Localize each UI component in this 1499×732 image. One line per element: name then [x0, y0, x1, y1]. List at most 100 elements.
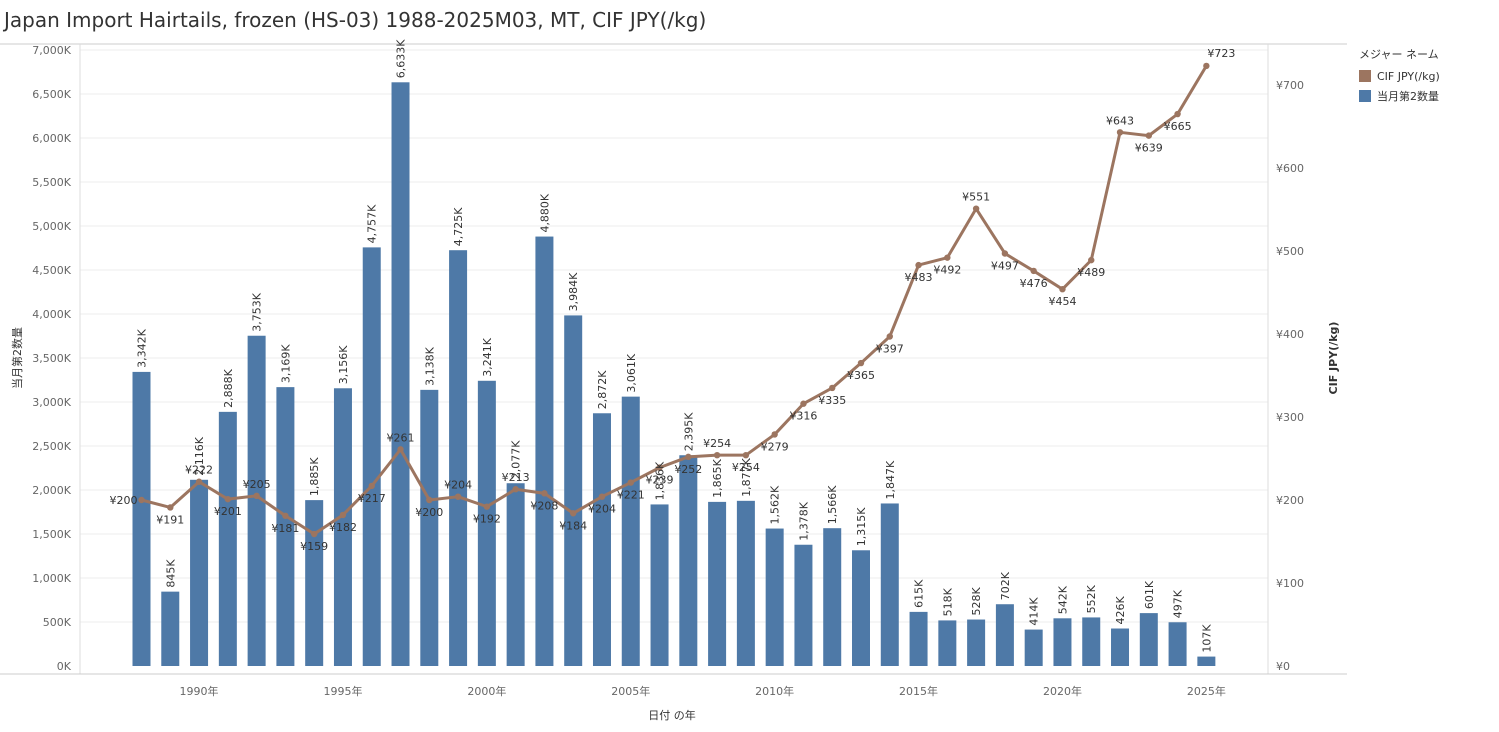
price-value-label: ¥213	[502, 471, 530, 484]
price-value-label: ¥252	[674, 463, 702, 476]
bar-value-label: 3,169K	[279, 344, 292, 383]
bar-labels: 3,342K 845K 2,116K 2,888K 3,753K 3,169K 1,885K…	[136, 39, 1214, 653]
right-tick-label: ¥600	[1276, 162, 1304, 175]
bar[interactable]	[449, 250, 468, 666]
price-point[interactable]	[627, 479, 634, 486]
price-point[interactable]	[915, 261, 922, 269]
price-point[interactable]	[253, 492, 260, 500]
price-point[interactable]	[541, 490, 548, 497]
bar[interactable]	[938, 620, 957, 666]
price-point[interactable]	[224, 495, 232, 503]
legend-item-quantity[interactable]: 当月第2数量	[1359, 86, 1440, 106]
bar-value-label: 1,836K	[654, 461, 667, 500]
price-value-label: ¥261	[387, 431, 415, 444]
price-point[interactable]	[771, 431, 778, 438]
price-point[interactable]	[1001, 250, 1009, 257]
price-point[interactable]	[1174, 110, 1181, 118]
bar[interactable]	[190, 479, 209, 666]
price-point[interactable]	[195, 478, 203, 485]
price-point[interactable]	[1145, 132, 1153, 139]
bar-value-label: 426K	[1114, 596, 1127, 625]
bar[interactable]	[679, 455, 698, 666]
price-point[interactable]	[972, 205, 980, 212]
price-point[interactable]	[138, 496, 145, 504]
price-point[interactable]	[167, 504, 174, 511]
bar[interactable]	[391, 82, 410, 666]
bar-value-label: 1,847K	[884, 460, 897, 499]
bar[interactable]	[506, 483, 525, 666]
bar[interactable]	[1197, 656, 1216, 666]
legend-item-cif[interactable]: CIF JPY(/kg)	[1359, 66, 1440, 86]
bar-value-label: 414K	[1028, 597, 1041, 626]
bar[interactable]	[708, 501, 727, 666]
legend-swatch-cif	[1359, 70, 1371, 82]
price-point[interactable]	[685, 453, 692, 461]
bar[interactable]	[1053, 618, 1072, 666]
bar[interactable]	[247, 335, 266, 666]
bar[interactable]	[823, 528, 842, 666]
bar[interactable]	[621, 396, 640, 666]
price-point[interactable]	[310, 530, 318, 538]
price-point[interactable]	[829, 384, 836, 392]
price-point[interactable]	[426, 496, 433, 504]
bar[interactable]	[909, 611, 928, 666]
price-point[interactable]	[483, 503, 491, 510]
bar[interactable]	[1082, 617, 1101, 666]
bar[interactable]	[736, 500, 755, 666]
price-value-label: ¥254	[703, 437, 731, 450]
bar[interactable]	[967, 619, 986, 666]
price-value-label: ¥365	[847, 369, 875, 382]
bar[interactable]	[995, 604, 1014, 666]
bar[interactable]	[1111, 628, 1130, 666]
bar[interactable]	[218, 411, 237, 666]
bar[interactable]	[880, 503, 899, 666]
price-value-label: ¥723	[1207, 47, 1235, 60]
bar[interactable]	[420, 389, 439, 666]
price-point[interactable]	[656, 464, 663, 471]
price-point[interactable]	[944, 254, 951, 261]
line-series	[138, 62, 1210, 538]
price-point[interactable]	[282, 512, 289, 519]
left-axis: 0K 500K 1,000K 1,500K 2,000K 2,500K 3,000K 3,50…	[32, 44, 71, 673]
left-tick-label: 2,500K	[32, 440, 71, 453]
price-point[interactable]	[512, 486, 519, 493]
price-point[interactable]	[1059, 285, 1066, 293]
bar[interactable]	[794, 544, 813, 666]
price-point[interactable]	[1116, 129, 1124, 136]
price-point[interactable]	[1030, 267, 1037, 275]
bar[interactable]	[1168, 622, 1187, 666]
bar[interactable]	[765, 528, 784, 666]
bar[interactable]	[535, 236, 554, 666]
price-point[interactable]	[857, 359, 865, 367]
bar[interactable]	[276, 387, 295, 666]
bar[interactable]	[852, 550, 870, 666]
bar[interactable]	[564, 315, 583, 666]
price-point[interactable]	[1203, 62, 1210, 70]
bar[interactable]	[592, 413, 611, 666]
price-point[interactable]	[1088, 256, 1095, 264]
price-point[interactable]	[339, 511, 347, 519]
bar[interactable]	[305, 500, 324, 666]
left-tick-label: 3,000K	[32, 396, 71, 409]
price-point[interactable]	[886, 333, 893, 340]
bar[interactable]	[132, 371, 151, 666]
price-point[interactable]	[598, 493, 606, 500]
bar[interactable]	[333, 388, 352, 666]
bar-value-label: 3,342K	[136, 328, 149, 367]
bar-value-label: 3,241K	[481, 337, 494, 376]
bar[interactable]	[650, 504, 669, 666]
bar[interactable]	[161, 591, 180, 666]
price-point[interactable]	[800, 400, 807, 407]
bar[interactable]	[362, 247, 381, 666]
price-point[interactable]	[454, 493, 462, 500]
price-point[interactable]	[713, 451, 721, 459]
price-point[interactable]	[397, 446, 404, 453]
bar-value-label: 2,077K	[510, 440, 523, 479]
price-point[interactable]	[368, 482, 375, 490]
bar[interactable]	[477, 380, 496, 666]
bar-value-label: 518K	[941, 587, 954, 616]
bar[interactable]	[1139, 613, 1158, 666]
price-point[interactable]	[570, 510, 577, 517]
bar[interactable]	[1024, 629, 1043, 666]
price-point[interactable]	[742, 451, 750, 459]
